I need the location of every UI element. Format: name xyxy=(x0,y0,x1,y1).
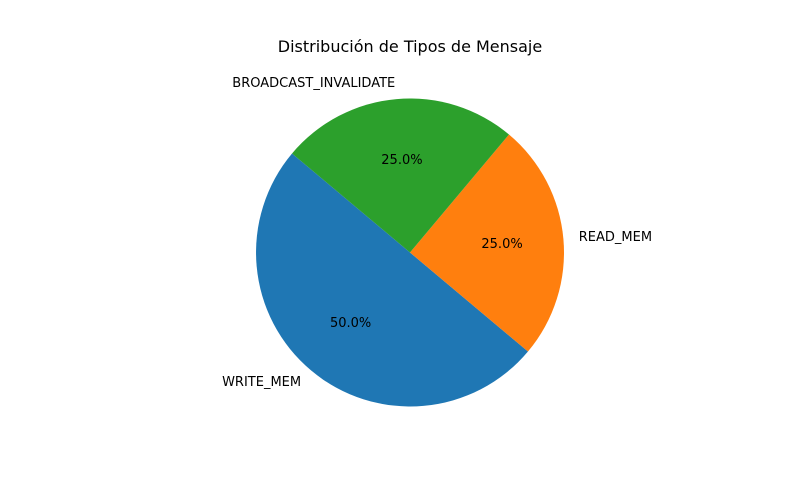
pie-labels: WRITE_MEM 50.0% READ_MEM 25.0% BROADCAST_INV… xyxy=(222,76,652,390)
pie-slice-broadcast-invalidate xyxy=(292,98,509,253)
pie-slices xyxy=(256,98,564,407)
slice-percent-write-mem: 50.0% xyxy=(330,316,371,331)
pie-slice-read-mem xyxy=(410,134,564,352)
slice-percent-broadcast-invalidate: 25.0% xyxy=(381,153,422,168)
chart-title: Distribución de Tipos de Mensaje xyxy=(278,37,542,56)
slice-percent-read-mem: 25.0% xyxy=(481,237,522,252)
slice-label-write-mem: WRITE_MEM xyxy=(222,375,301,390)
slice-label-read-mem: READ_MEM xyxy=(579,230,652,245)
slice-label-broadcast-invalidate: BROADCAST_INVALIDATE xyxy=(232,76,395,91)
pie-slice-write-mem xyxy=(256,153,528,407)
